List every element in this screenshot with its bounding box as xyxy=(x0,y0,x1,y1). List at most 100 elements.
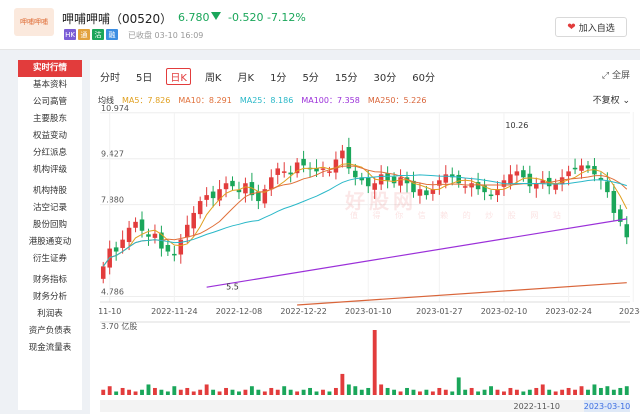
fullscreen-icon: ⤢ xyxy=(601,71,610,81)
candle-body xyxy=(314,168,319,172)
volume-bar xyxy=(153,387,157,395)
candle-body xyxy=(249,182,255,196)
y-tick-label: 7.880 xyxy=(101,196,124,205)
candle-body xyxy=(333,159,339,173)
price-annotation: 5.5 xyxy=(226,282,239,291)
add-watchlist-button[interactable]: ❤ 加入自选 xyxy=(555,17,627,37)
price-annotation: 10.26 xyxy=(505,121,528,130)
volume-bar xyxy=(534,387,539,395)
x-tick-label: 2023-02-24 xyxy=(545,307,592,316)
company-logo: 呷哺呷哺 xyxy=(14,8,54,36)
ma250-line xyxy=(297,282,627,306)
sidebar-item[interactable]: 利润表 xyxy=(37,309,63,319)
tab-period[interactable]: 60分 xyxy=(412,73,436,84)
volume-bar xyxy=(586,389,590,395)
volume-label: 3.70 亿股 xyxy=(101,321,137,331)
volume-bar xyxy=(333,387,338,395)
sidebar-item[interactable]: 港股通变动 xyxy=(28,237,72,247)
sidebar-item[interactable]: 衍生证券 xyxy=(32,254,67,264)
volume-bar xyxy=(107,386,112,395)
candle-body xyxy=(230,180,235,187)
tab-period[interactable]: 15分 xyxy=(334,73,358,84)
legend-item: 均线 xyxy=(98,96,114,105)
range-window xyxy=(584,400,630,412)
candle-body xyxy=(197,201,203,215)
volume-bar xyxy=(579,386,584,395)
candle-body xyxy=(340,150,345,159)
candle-body xyxy=(243,183,248,194)
candle-body xyxy=(437,180,442,186)
candle-body xyxy=(172,253,177,256)
ma100-line xyxy=(206,218,627,288)
candle-body xyxy=(262,189,268,204)
volume-bar xyxy=(605,386,610,395)
legend-item: MA5：7.826 xyxy=(122,96,171,105)
candle-body xyxy=(346,147,352,169)
tab-period[interactable]: 5日 xyxy=(136,73,153,84)
sidebar-item[interactable]: 分红派息 xyxy=(32,148,67,158)
candle-body xyxy=(508,174,513,184)
volume-bar xyxy=(178,389,183,395)
candle-body xyxy=(191,212,196,229)
volume-bar xyxy=(547,389,552,395)
candle-body xyxy=(365,177,371,187)
sidebar-item[interactable]: 现金流量表 xyxy=(28,343,72,353)
stock-header: 呷哺呷哺 呷哺呷哺（00520） 6.780 -0.520 -7.12% HK … xyxy=(0,0,640,50)
tab-period[interactable]: 30分 xyxy=(373,73,397,84)
candle-body xyxy=(449,174,455,178)
candle-body xyxy=(301,158,306,166)
sidebar-item[interactable]: 财务分析 xyxy=(32,292,67,302)
volume-bar xyxy=(430,391,435,395)
price-change-value: -0.520 xyxy=(228,11,264,24)
sidebar-item[interactable]: 机构持股 xyxy=(32,186,67,196)
sidebar-item[interactable]: 资产负债表 xyxy=(28,326,72,336)
x-tick-label: 2023-02-10 xyxy=(481,307,527,316)
volume-bar xyxy=(508,387,513,395)
sidebar-item[interactable]: 实时行情 xyxy=(18,60,82,77)
tab-period[interactable]: 周K xyxy=(204,73,222,84)
sidebar-item[interactable]: 权益变动 xyxy=(32,131,67,141)
candle-body xyxy=(475,182,481,190)
sidebar-item[interactable]: 财务指标 xyxy=(32,275,67,285)
sidebar-item[interactable]: 机构评级 xyxy=(32,165,67,175)
candle-body xyxy=(592,166,597,175)
volume-bar xyxy=(165,391,170,395)
candle-body xyxy=(353,170,358,178)
kline-chart[interactable]: 10.974 9.427 7.880 4.786 11-10 2022-11-24 2022… xyxy=(90,60,640,414)
candle-body xyxy=(133,221,138,228)
sidebar-item[interactable]: 基本资料 xyxy=(32,80,67,90)
sidebar-item[interactable]: 股份回购 xyxy=(32,220,67,230)
tab-period[interactable]: 日K xyxy=(166,68,191,85)
volume-bar xyxy=(159,389,164,395)
sidebar-item[interactable]: 沽空记录 xyxy=(32,203,67,213)
volume-bar xyxy=(327,391,332,395)
volume-bar xyxy=(140,389,144,395)
legend-item: MA100：7.358 xyxy=(301,96,360,105)
candle-body xyxy=(417,189,423,196)
sidebar-item[interactable]: 公司高管 xyxy=(32,97,67,107)
watermark-subtext: 值 得 你 信 赖 的 炒 股 网 站 xyxy=(350,211,567,220)
volume-bar xyxy=(592,384,597,395)
ma-legend: 均线 MA5：7.826 MA10：8.291 MA25：8.186 MA100：7.3… xyxy=(98,95,426,106)
tab-period[interactable]: 1分 xyxy=(270,73,287,84)
candle-body xyxy=(424,190,429,196)
legend-item: MA250：5.226 xyxy=(367,96,427,105)
volume-bar xyxy=(262,391,267,395)
volume-bar xyxy=(476,391,481,395)
ma-line xyxy=(102,174,627,267)
tab-period[interactable]: 分时 xyxy=(100,73,120,84)
tag-short: 沽 xyxy=(92,29,104,40)
heart-icon: ❤ xyxy=(567,21,576,33)
volume-bar xyxy=(353,386,358,395)
sidebar-nav: 实时行情基本资料公司高管主要股东权益变动分红派息机构评级机构持股沽空记录股份回购… xyxy=(18,60,82,410)
volume-bar xyxy=(514,389,519,395)
x-tick-label: 11-10 xyxy=(98,307,121,316)
adjust-select[interactable]: 不复权 ⌄ xyxy=(593,93,630,106)
volume-bar xyxy=(288,389,293,395)
tab-period[interactable]: 月K xyxy=(237,73,255,84)
candle-body xyxy=(294,162,300,174)
sidebar-item[interactable]: 主要股东 xyxy=(32,114,67,124)
fullscreen-button[interactable]: ⤢ 全屏 xyxy=(602,68,630,81)
tab-period[interactable]: 5分 xyxy=(302,73,319,84)
candle-body xyxy=(559,177,565,185)
